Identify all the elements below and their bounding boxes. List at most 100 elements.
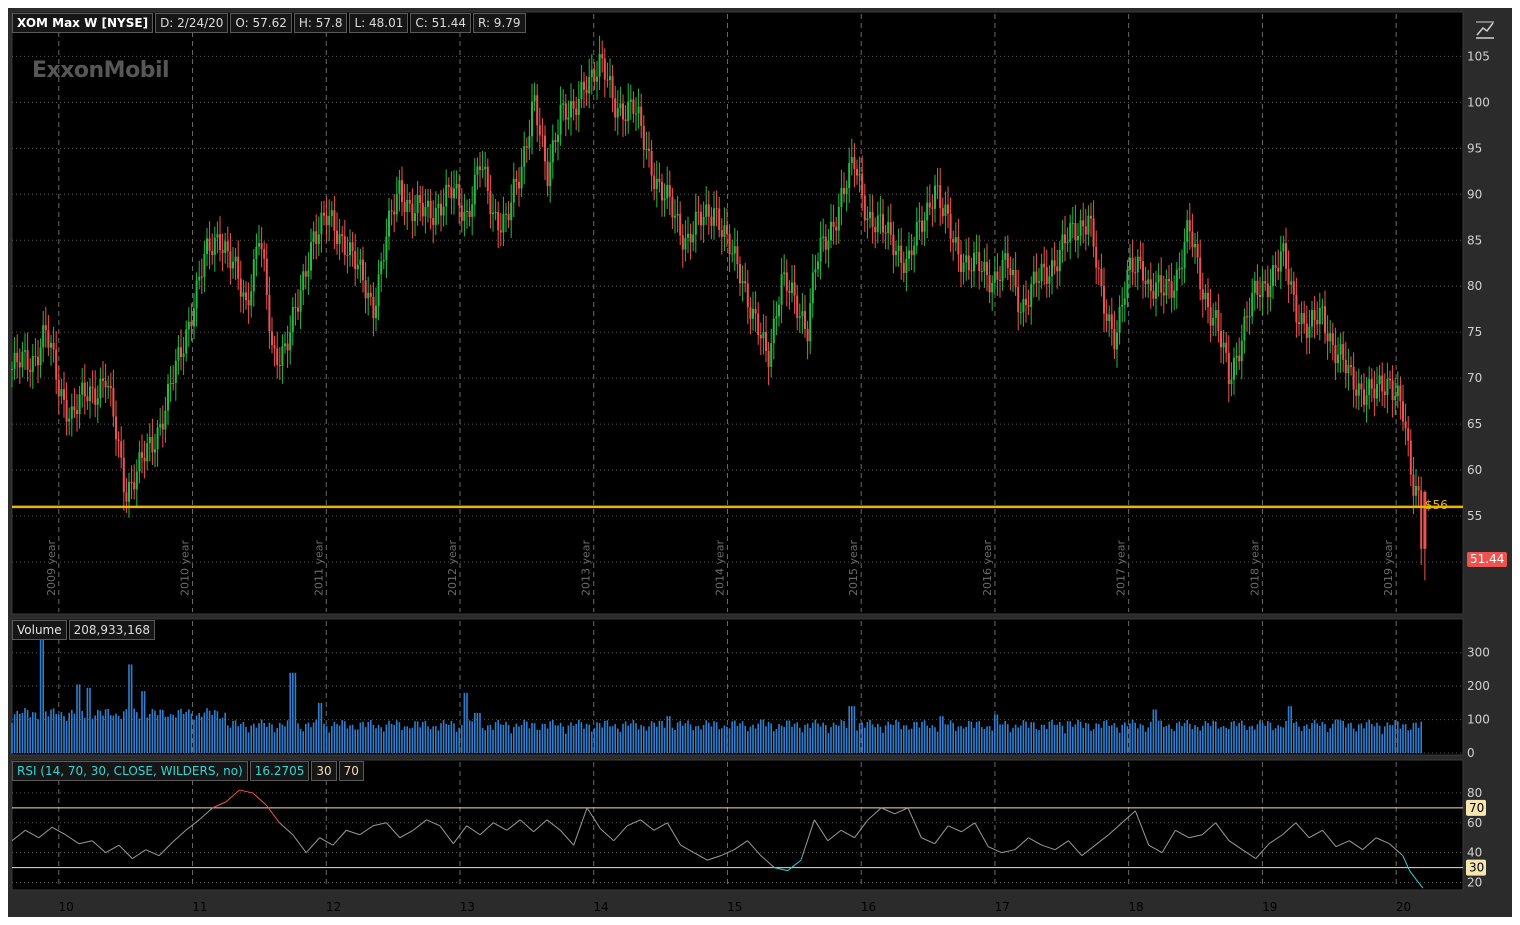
candle-body: [580, 81, 583, 99]
volume-bar: [1254, 729, 1256, 753]
volume-bar: [731, 721, 733, 753]
volume-bar: [1212, 720, 1214, 753]
candle-body: [817, 261, 819, 270]
volume-bar: [983, 729, 986, 753]
volume-bar: [507, 725, 510, 753]
rsi-oversold-label: 30: [311, 761, 337, 781]
candle-body: [614, 98, 617, 118]
volume-bar: [1298, 726, 1300, 753]
volume-bar: [89, 687, 91, 753]
year-label: 2019 year: [1382, 539, 1395, 596]
volume-bar: [653, 722, 655, 753]
volume-bar: [1004, 720, 1006, 753]
rsi-line-segment: [319, 837, 334, 846]
candle-body: [1027, 305, 1030, 307]
rsi-line-segment: [198, 807, 213, 821]
volume-bar: [1209, 726, 1212, 753]
candle-body: [234, 256, 237, 262]
candle-body: [70, 406, 73, 419]
candle-body: [242, 292, 245, 297]
candle-body: [505, 213, 507, 215]
volume-bar: [117, 715, 120, 753]
candle-body: [1071, 223, 1074, 225]
candle-body: [910, 250, 913, 256]
candle-body: [1149, 279, 1152, 291]
volume-bar: [1246, 729, 1248, 753]
candle-body: [484, 166, 487, 170]
candle-body: [1051, 260, 1053, 277]
rsi-line-segment: [479, 822, 494, 836]
candle-body: [1194, 243, 1196, 248]
volume-bar: [1313, 719, 1316, 753]
volume-bar: [549, 721, 551, 753]
candle-body: [146, 443, 149, 462]
candle-body: [728, 233, 731, 255]
volume-bar: [713, 721, 715, 753]
candle-body: [559, 104, 562, 135]
candle-body: [934, 185, 936, 209]
volume-bar: [29, 717, 31, 753]
x-axis-tick: 12: [326, 900, 341, 914]
candle-body: [892, 234, 895, 255]
volume-bar: [331, 726, 333, 753]
volume-bar: [484, 730, 486, 753]
candle-body: [603, 58, 606, 80]
candle-body: [648, 148, 650, 151]
candle-body: [1391, 380, 1394, 401]
volume-bar: [580, 722, 583, 753]
candle-body: [1043, 263, 1046, 268]
volume-bar: [632, 719, 635, 753]
volume-bar: [219, 718, 221, 753]
candle-body: [1386, 378, 1389, 396]
volume-bar: [354, 729, 356, 753]
volume-bar: [944, 724, 947, 753]
volume-bar: [32, 712, 34, 753]
candle-body: [824, 236, 827, 250]
candle-body: [1175, 269, 1178, 291]
candle-body: [1350, 365, 1352, 368]
volume-bar: [734, 720, 736, 753]
candle-body: [1178, 268, 1181, 270]
volume-bar: [216, 711, 219, 753]
candle-body: [952, 238, 955, 243]
price-axis-tick: 70: [1467, 371, 1482, 385]
rsi-line-segment: [1402, 855, 1410, 871]
rsi-line-segment: [38, 826, 53, 839]
chart-canvas[interactable]: 505560657075808590951001052009 year2010 …: [8, 8, 1512, 917]
volume-bar: [52, 708, 55, 753]
volume-bar: [195, 715, 198, 753]
candle-body: [1025, 298, 1027, 306]
volume-bar: [923, 720, 926, 753]
volume-bar: [479, 712, 481, 753]
candle-body: [1220, 331, 1222, 348]
volume-bar: [341, 720, 343, 753]
volume-bar: [367, 722, 369, 753]
rsi-line-segment: [974, 822, 989, 847]
volume-bar: [1300, 731, 1303, 753]
candle-body: [497, 212, 500, 231]
rsi-line-segment: [600, 828, 615, 842]
volume-bar: [68, 712, 70, 753]
volume-bar: [429, 729, 432, 753]
candle-body: [596, 76, 598, 82]
x-axis-strip: [8, 894, 1512, 917]
volume-bar: [214, 710, 216, 753]
volume-bar: [1391, 725, 1394, 753]
candle-body: [1248, 316, 1251, 318]
candle-body: [1266, 283, 1269, 298]
candle-body: [351, 242, 354, 252]
volume-axis-tick: 0: [1467, 746, 1475, 760]
chart-settings-icon[interactable]: [1474, 20, 1496, 40]
volume-bar: [708, 722, 710, 753]
volume-bar: [97, 709, 99, 753]
rsi-line-segment: [961, 822, 976, 833]
candle-body: [692, 234, 695, 243]
volume-bar: [640, 724, 642, 753]
candle-body: [1274, 265, 1277, 268]
candle-body: [463, 211, 466, 221]
candle-body: [1090, 215, 1092, 219]
symbol-label[interactable]: XOM Max W [NYSE]: [12, 13, 154, 33]
candle-body: [299, 290, 302, 312]
candle-body: [1012, 269, 1014, 276]
rsi-line-segment: [1028, 837, 1042, 846]
